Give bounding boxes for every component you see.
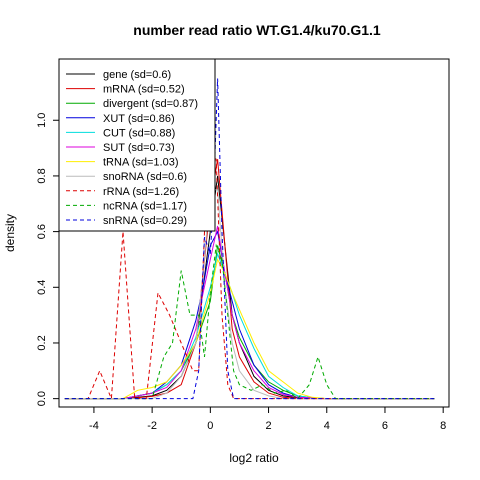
legend-label: XUT (sd=0.86) bbox=[103, 113, 175, 125]
series-layer bbox=[64, 78, 435, 400]
y-tick-label: 0.8 bbox=[36, 168, 48, 183]
x-axis-title: log2 ratio bbox=[229, 451, 279, 465]
legend-label: CUT (sd=0.88) bbox=[103, 127, 175, 139]
y-tick-label: 0.0 bbox=[36, 391, 48, 406]
legend: gene (sd=0.6) mRNA (sd=0.52) divergent (sd… bbox=[58, 58, 216, 232]
y-axis: 0.0 0.2 0.4 0.6 0.8 1.0 bbox=[36, 113, 59, 406]
y-tick-label: 0.2 bbox=[36, 335, 48, 350]
y-tick-label: 1.0 bbox=[36, 113, 48, 128]
y-axis-title: density bbox=[3, 214, 17, 252]
x-tick-label: 6 bbox=[382, 420, 388, 432]
x-axis: -4 -2 0 2 4 6 8 bbox=[89, 407, 446, 432]
legend-label: ncRNA (sd=1.17) bbox=[103, 200, 187, 212]
y-tick-label: 0.4 bbox=[36, 280, 48, 295]
legend-label: divergent (sd=0.87) bbox=[103, 98, 198, 110]
series-line-5 bbox=[64, 225, 435, 400]
legend-label: snRNA (sd=0.29) bbox=[103, 215, 187, 227]
series-line-8 bbox=[64, 155, 435, 400]
series-line-9 bbox=[64, 243, 435, 400]
legend-label: SUT (sd=0.73) bbox=[103, 142, 175, 154]
x-tick-label: 0 bbox=[207, 420, 213, 432]
legend-box bbox=[58, 58, 216, 232]
chart-title: number read ratio WT.G1.4/ku70.G1.1 bbox=[133, 22, 381, 38]
x-tick-label: -2 bbox=[147, 420, 157, 432]
legend-label: mRNA (sd=0.52) bbox=[103, 84, 185, 96]
y-tick-label: 0.6 bbox=[36, 224, 48, 239]
x-tick-label: 8 bbox=[440, 420, 446, 432]
series-line-2 bbox=[64, 245, 435, 400]
series-line-6 bbox=[64, 257, 435, 400]
legend-label: rRNA (sd=1.26) bbox=[103, 186, 179, 198]
x-tick-label: 2 bbox=[265, 420, 271, 432]
series-line-7 bbox=[64, 189, 435, 400]
plot-frame bbox=[58, 58, 450, 408]
x-tick-label: -4 bbox=[89, 420, 99, 432]
legend-label: gene (sd=0.6) bbox=[103, 69, 171, 81]
legend-label: tRNA (sd=1.03) bbox=[103, 157, 179, 169]
x-tick-label: 4 bbox=[324, 420, 330, 432]
legend-label: snoRNA (sd=0.6) bbox=[103, 171, 187, 183]
